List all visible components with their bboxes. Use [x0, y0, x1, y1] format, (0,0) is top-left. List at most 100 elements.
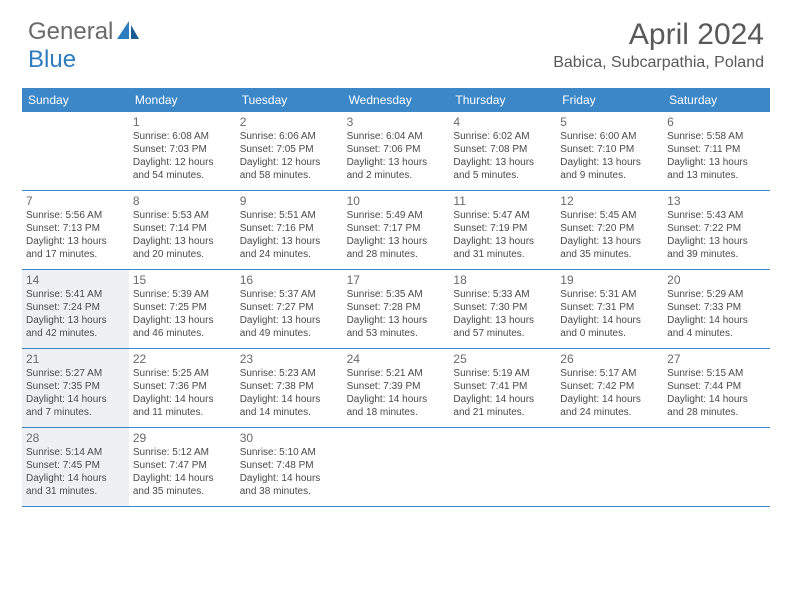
day-info-line: Sunrise: 5:14 AM [26, 447, 124, 460]
day-info-line: and 14 minutes. [240, 407, 338, 420]
day-cell [449, 428, 556, 506]
day-info-line: Daylight: 13 hours [347, 157, 445, 170]
day-info-line: Sunrise: 5:43 AM [667, 210, 765, 223]
week-row: 21Sunrise: 5:27 AMSunset: 7:35 PMDayligh… [22, 349, 770, 428]
day-info-line: and 24 minutes. [240, 249, 338, 262]
day-info-line: Sunset: 7:13 PM [26, 223, 124, 236]
day-info-line: Sunset: 7:27 PM [240, 302, 338, 315]
day-info-line: Daylight: 14 hours [240, 473, 338, 486]
day-info-line: Sunrise: 5:33 AM [453, 289, 551, 302]
day-info-line: Daylight: 13 hours [133, 236, 231, 249]
day-info-line: Sunset: 7:22 PM [667, 223, 765, 236]
day-cell: 8Sunrise: 5:53 AMSunset: 7:14 PMDaylight… [129, 191, 236, 269]
day-info-line: Daylight: 13 hours [667, 157, 765, 170]
day-info-line: Sunset: 7:48 PM [240, 460, 338, 473]
dow-wednesday: Wednesday [343, 88, 450, 112]
day-cell: 20Sunrise: 5:29 AMSunset: 7:33 PMDayligh… [663, 270, 770, 348]
day-info-line: Sunrise: 5:56 AM [26, 210, 124, 223]
day-info-line: and 28 minutes. [667, 407, 765, 420]
day-info-line: Sunset: 7:36 PM [133, 381, 231, 394]
day-number: 9 [240, 194, 338, 209]
day-info-line: Daylight: 13 hours [26, 236, 124, 249]
day-info-line: Sunset: 7:41 PM [453, 381, 551, 394]
day-info-line: Sunrise: 5:27 AM [26, 368, 124, 381]
day-info-line: Daylight: 14 hours [347, 394, 445, 407]
day-info-line: Daylight: 14 hours [133, 394, 231, 407]
header: General April 2024 Babica, Subcarpathia,… [0, 0, 792, 78]
dow-row: Sunday Monday Tuesday Wednesday Thursday… [22, 88, 770, 112]
week-row: 14Sunrise: 5:41 AMSunset: 7:24 PMDayligh… [22, 270, 770, 349]
day-number: 22 [133, 352, 231, 367]
day-number: 21 [26, 352, 124, 367]
day-number: 14 [26, 273, 124, 288]
day-info-line: Sunset: 7:25 PM [133, 302, 231, 315]
day-info-line: Sunrise: 5:17 AM [560, 368, 658, 381]
day-info-line: Sunset: 7:10 PM [560, 144, 658, 157]
day-info-line: Sunset: 7:31 PM [560, 302, 658, 315]
day-info-line: Daylight: 13 hours [240, 236, 338, 249]
day-info-line: Sunrise: 5:12 AM [133, 447, 231, 460]
day-number: 26 [560, 352, 658, 367]
day-number: 20 [667, 273, 765, 288]
week-row: 1Sunrise: 6:08 AMSunset: 7:03 PMDaylight… [22, 112, 770, 191]
day-number: 1 [133, 115, 231, 130]
day-info-line: Sunset: 7:39 PM [347, 381, 445, 394]
day-number: 6 [667, 115, 765, 130]
day-info-line: and 17 minutes. [26, 249, 124, 262]
day-info-line: Sunrise: 5:58 AM [667, 131, 765, 144]
day-number: 24 [347, 352, 445, 367]
day-info-line: Daylight: 13 hours [453, 236, 551, 249]
title-block: April 2024 Babica, Subcarpathia, Poland [553, 18, 764, 72]
day-info-line: Sunrise: 5:53 AM [133, 210, 231, 223]
day-cell: 9Sunrise: 5:51 AMSunset: 7:16 PMDaylight… [236, 191, 343, 269]
day-info-line: Daylight: 13 hours [560, 236, 658, 249]
day-info-line: and 31 minutes. [453, 249, 551, 262]
day-number: 2 [240, 115, 338, 130]
day-info-line: and 0 minutes. [560, 328, 658, 341]
day-info-line: and 38 minutes. [240, 486, 338, 499]
day-info-line: Sunset: 7:03 PM [133, 144, 231, 157]
day-cell: 10Sunrise: 5:49 AMSunset: 7:17 PMDayligh… [343, 191, 450, 269]
day-info-line: Sunset: 7:47 PM [133, 460, 231, 473]
dow-friday: Friday [556, 88, 663, 112]
day-info-line: and 46 minutes. [133, 328, 231, 341]
day-cell: 5Sunrise: 6:00 AMSunset: 7:10 PMDaylight… [556, 112, 663, 190]
day-number: 10 [347, 194, 445, 209]
day-info-line: Sunrise: 5:41 AM [26, 289, 124, 302]
day-cell [556, 428, 663, 506]
calendar: Sunday Monday Tuesday Wednesday Thursday… [22, 88, 770, 507]
day-cell: 27Sunrise: 5:15 AMSunset: 7:44 PMDayligh… [663, 349, 770, 427]
day-info-line: Sunrise: 5:39 AM [133, 289, 231, 302]
day-info-line: Daylight: 14 hours [26, 473, 124, 486]
day-number: 16 [240, 273, 338, 288]
day-cell: 23Sunrise: 5:23 AMSunset: 7:38 PMDayligh… [236, 349, 343, 427]
dow-sunday: Sunday [22, 88, 129, 112]
day-info-line: Daylight: 14 hours [667, 394, 765, 407]
day-info-line: and 13 minutes. [667, 170, 765, 183]
day-cell: 14Sunrise: 5:41 AMSunset: 7:24 PMDayligh… [22, 270, 129, 348]
day-info-line: Sunset: 7:24 PM [26, 302, 124, 315]
logo-sail-icon [115, 19, 141, 46]
day-info-line: Sunset: 7:19 PM [453, 223, 551, 236]
day-number: 27 [667, 352, 765, 367]
day-cell: 29Sunrise: 5:12 AMSunset: 7:47 PMDayligh… [129, 428, 236, 506]
logo-subline: Blue [28, 46, 76, 74]
day-info-line: Sunrise: 6:04 AM [347, 131, 445, 144]
location-text: Babica, Subcarpathia, Poland [553, 54, 764, 72]
day-number: 25 [453, 352, 551, 367]
day-info-line: and 54 minutes. [133, 170, 231, 183]
day-cell: 21Sunrise: 5:27 AMSunset: 7:35 PMDayligh… [22, 349, 129, 427]
day-number: 18 [453, 273, 551, 288]
dow-monday: Monday [129, 88, 236, 112]
day-cell: 30Sunrise: 5:10 AMSunset: 7:48 PMDayligh… [236, 428, 343, 506]
logo-text-general: General [28, 18, 113, 46]
day-number: 11 [453, 194, 551, 209]
day-info-line: and 7 minutes. [26, 407, 124, 420]
day-info-line: Sunset: 7:28 PM [347, 302, 445, 315]
dow-tuesday: Tuesday [236, 88, 343, 112]
day-info-line: Sunset: 7:30 PM [453, 302, 551, 315]
day-info-line: Sunset: 7:06 PM [347, 144, 445, 157]
day-info-line: Daylight: 12 hours [240, 157, 338, 170]
day-cell [22, 112, 129, 190]
day-info-line: Sunrise: 5:45 AM [560, 210, 658, 223]
